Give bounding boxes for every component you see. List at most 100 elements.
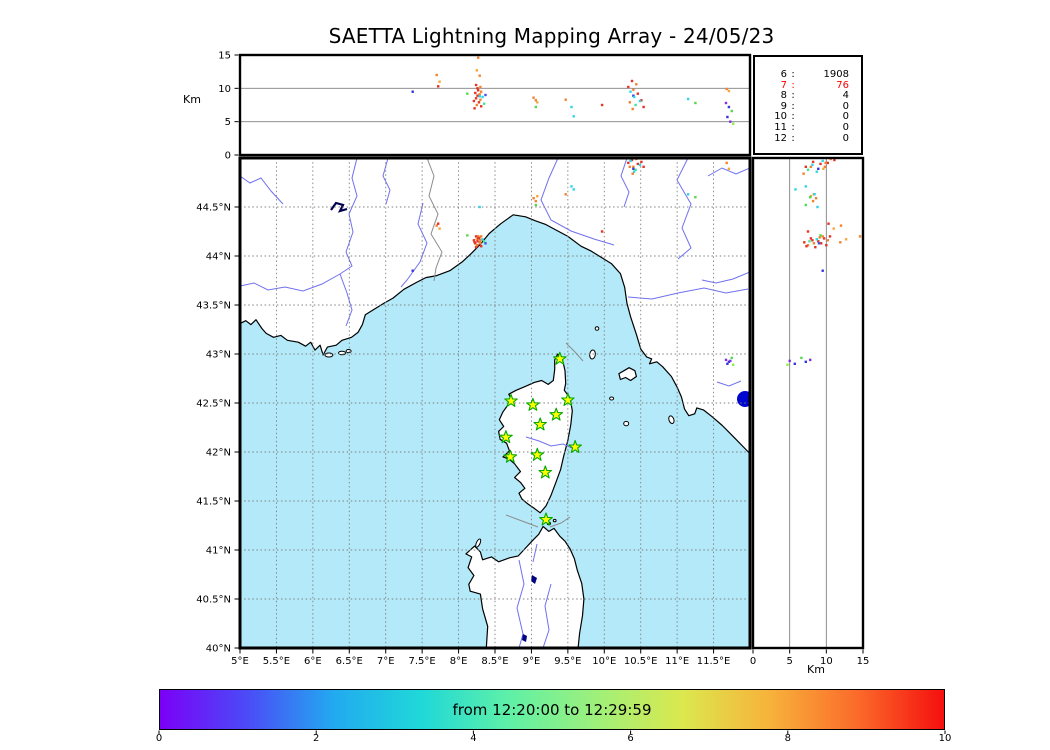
tick-label: 7.5°E xyxy=(409,656,436,667)
station-star-icon xyxy=(553,351,567,365)
lightning-source-point xyxy=(628,165,631,168)
lightning-source-point xyxy=(572,188,575,191)
lightning-source-point xyxy=(466,234,469,237)
river xyxy=(532,543,538,563)
lightning-source-point xyxy=(730,356,733,360)
tick-label: 6.5°E xyxy=(336,656,363,667)
lightning-source-point xyxy=(411,90,414,93)
colorbar-tick-label: 6 xyxy=(627,733,634,744)
lightning-source-point xyxy=(818,236,821,239)
lightning-source-point xyxy=(572,115,575,118)
river xyxy=(620,158,630,208)
station-star-icon xyxy=(533,417,547,431)
stats-val: 0 xyxy=(842,132,849,144)
tick-label: 44°N xyxy=(206,252,231,263)
lightning-source-point xyxy=(600,103,604,107)
lightning-source-point xyxy=(820,242,823,245)
lightning-source-point xyxy=(811,160,815,164)
lightning-source-point xyxy=(802,172,805,175)
lightning-source-point xyxy=(472,239,476,242)
lightning-source-point xyxy=(804,360,807,363)
lightning-source-point xyxy=(724,358,728,362)
stats-colon: : xyxy=(791,69,795,80)
tick-label: 9°E xyxy=(523,656,541,667)
lightning-source-point xyxy=(437,85,440,88)
river xyxy=(542,583,552,648)
tick-label: 11.5°E xyxy=(697,656,731,667)
altitude-latitude-panel xyxy=(786,157,862,648)
tick-label: 41°N xyxy=(206,546,231,557)
lightning-source-point xyxy=(633,170,636,173)
river xyxy=(676,158,692,260)
island xyxy=(475,538,482,548)
lightning-source-point xyxy=(794,188,797,191)
lake xyxy=(330,201,348,213)
river xyxy=(516,559,525,648)
lightning-source-point xyxy=(814,246,817,249)
lightning-source-point xyxy=(822,167,825,170)
tick-label: 10 xyxy=(820,656,833,667)
colorbar-tick-label: 4 xyxy=(470,733,477,744)
lightning-source-point xyxy=(827,222,830,225)
lightning-source-point xyxy=(484,93,487,97)
lightning-source-point xyxy=(686,193,690,196)
lightning-source-point xyxy=(634,103,637,107)
lightning-source-point xyxy=(839,224,843,227)
colorbar-tick-label: 0 xyxy=(155,733,163,744)
lightning-source-point xyxy=(822,237,826,240)
altitude-longitude-panel xyxy=(240,56,750,125)
lightning-source-point xyxy=(564,193,567,196)
tick-label: 9.5°E xyxy=(554,656,581,667)
lightning-source-point xyxy=(806,244,810,247)
lightning-source-point xyxy=(800,356,803,360)
lightning-source-point xyxy=(729,120,732,123)
colorbar-label: from 12:20:00 to 12:29:59 xyxy=(452,701,652,719)
stats-val: 1908 xyxy=(823,69,849,80)
lightning-source-point xyxy=(727,105,731,109)
lightning-source-point xyxy=(640,99,643,102)
lightning-source-point xyxy=(730,109,733,113)
country-border xyxy=(426,158,443,282)
lightning-source-point xyxy=(629,90,632,93)
altitude-axis-label-right: Km xyxy=(807,663,825,676)
tick-label: 5 xyxy=(225,117,231,128)
island xyxy=(623,420,630,427)
station-count-panel: 6: 1908 7: 76 8: 4 9: 0 10: 0 11: 0 12: 0 xyxy=(753,55,863,155)
map-frame xyxy=(238,156,752,650)
lightning-source-point xyxy=(725,161,728,165)
tick-label: 43°N xyxy=(206,350,231,361)
range-arc xyxy=(549,516,571,528)
stats-lbl: 9 xyxy=(780,100,787,112)
lightning-source-point xyxy=(732,363,735,366)
lightning-source-point xyxy=(534,203,537,207)
lightning-source-point xyxy=(815,238,818,241)
lightning-source-point xyxy=(479,242,482,245)
stats-colon: : xyxy=(791,90,795,102)
lightning-source-point xyxy=(478,74,481,77)
lightning-source-point xyxy=(793,362,796,365)
island xyxy=(609,396,615,401)
lightning-source-point xyxy=(828,235,832,238)
lightning-source-point xyxy=(817,240,820,243)
lightning-source-point xyxy=(474,246,478,249)
lake xyxy=(531,575,537,584)
lightning-source-point xyxy=(694,196,697,199)
lightning-source-point xyxy=(638,99,642,103)
lightning-source-point xyxy=(570,105,573,109)
lightning-source-point xyxy=(833,158,836,162)
lightning-source-point xyxy=(817,167,820,170)
lightning-source-point xyxy=(809,237,813,240)
page-title: SAETTA Lightning Mapping Array - 24/05/2… xyxy=(328,24,775,48)
tick-label: 15 xyxy=(218,51,231,62)
lightning-source-point xyxy=(631,107,634,111)
top-panel-frame xyxy=(238,53,752,157)
lightning-source-point xyxy=(632,167,635,170)
tick-label: 43.5°N xyxy=(196,301,231,312)
lightning-source-point xyxy=(482,240,486,243)
stats-row: 10: 0 xyxy=(755,112,861,123)
stats-row: 11: 0 xyxy=(755,122,861,134)
river xyxy=(707,167,750,177)
colorbar-tick-label: 8 xyxy=(784,733,791,744)
range-arc xyxy=(505,514,539,528)
lightning-source-point xyxy=(809,196,812,199)
